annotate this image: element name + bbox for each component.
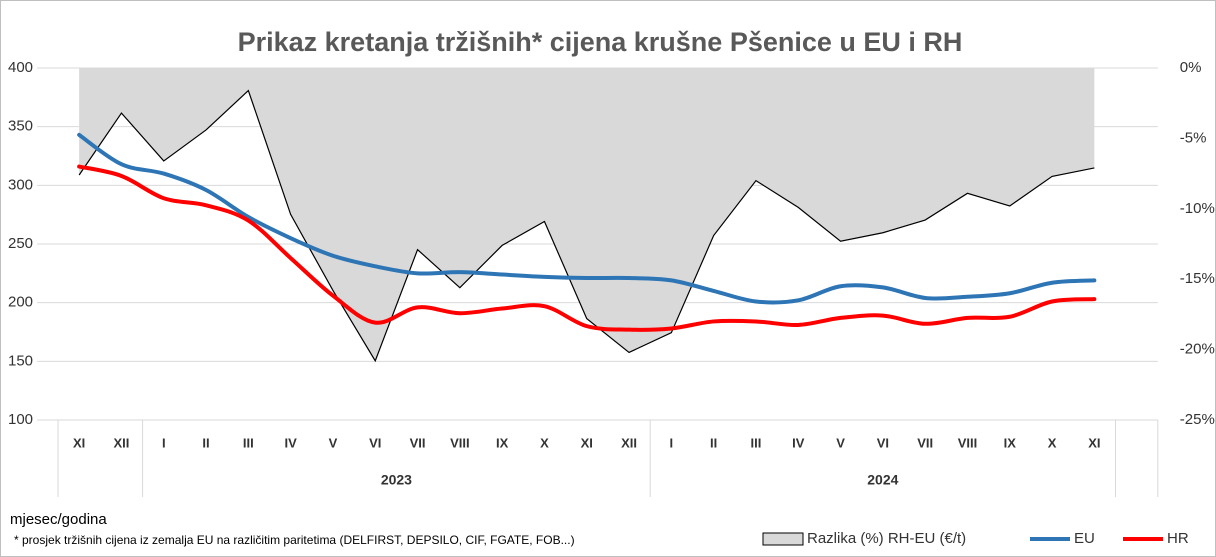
difference-area xyxy=(79,68,1095,361)
difference-line xyxy=(78,89,1095,363)
x-tick-label: VII xyxy=(917,435,933,450)
y2-tick-label: 0% xyxy=(1180,59,1202,76)
legend-label: HR xyxy=(1167,530,1189,547)
x-tick-label: VIII xyxy=(958,435,978,450)
y-tick-label: 150 xyxy=(8,352,33,369)
x-tick-label: XII xyxy=(621,435,637,450)
series-line xyxy=(77,132,1097,305)
y-tick-label: 400 xyxy=(8,59,33,76)
x-tick-label: XI xyxy=(1088,435,1100,450)
x-tick-label: IX xyxy=(1004,435,1017,450)
x-tick-label: III xyxy=(751,435,762,450)
x-tick-label: V xyxy=(836,435,845,450)
y-tick-label: 200 xyxy=(8,294,33,311)
y-tick-label: 100 xyxy=(8,411,33,428)
y2-tick-label: -25% xyxy=(1180,411,1215,428)
x-tick-label: VI xyxy=(877,435,889,450)
group-label: 2024 xyxy=(867,472,898,488)
x-tick-label: III xyxy=(243,435,254,450)
x-tick-label: IV xyxy=(792,435,805,450)
footnote: * prosjek tržišnih cijena iz zemalja EU … xyxy=(14,533,575,547)
x-tick-label: V xyxy=(329,435,338,450)
y-tick-label: 350 xyxy=(8,118,33,135)
x-tick-label: VII xyxy=(410,435,426,450)
y2-tick-label: -15% xyxy=(1180,270,1215,287)
y-tick-label: 300 xyxy=(8,176,33,193)
x-tick-label: X xyxy=(1048,435,1057,450)
x-tick-label: XI xyxy=(581,435,593,450)
x-tick-label: VI xyxy=(369,435,381,450)
x-tick-label: IV xyxy=(285,435,298,450)
y2-tick-label: -10% xyxy=(1180,200,1215,217)
y-tick-label: 250 xyxy=(8,235,33,252)
y2-tick-label: -20% xyxy=(1180,341,1215,358)
y2-tick-label: -5% xyxy=(1180,129,1207,146)
x-tick-label: XII xyxy=(113,435,129,450)
legend-label: Razlika (%) RH-EU (€/t) xyxy=(807,530,966,547)
x-tick-label: XI xyxy=(73,435,85,450)
x-axis-label: mjesec/godina xyxy=(10,511,107,528)
x-tick-label: I xyxy=(162,435,166,450)
series-line xyxy=(77,164,1097,332)
x-tick-label: VIII xyxy=(450,435,470,450)
legend-label: EU xyxy=(1074,530,1095,547)
legend-swatch xyxy=(762,532,804,546)
x-tick-label: II xyxy=(710,435,717,450)
x-tick-label: IX xyxy=(496,435,509,450)
x-tick-label: I xyxy=(670,435,674,450)
x-tick-label: X xyxy=(540,435,549,450)
group-label: 2023 xyxy=(381,472,412,488)
x-tick-label: II xyxy=(202,435,209,450)
chart-title: Prikaz kretanja tržišnih* cijena krušne … xyxy=(238,27,963,57)
